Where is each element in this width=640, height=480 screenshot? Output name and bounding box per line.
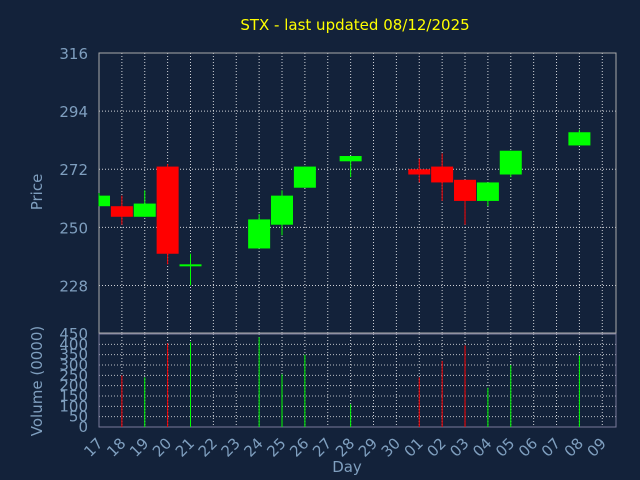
- volume-y-tick-label: 100: [59, 397, 88, 415]
- x-axis-label: Day: [332, 458, 362, 476]
- candle-body: [454, 179, 477, 201]
- volume-y-tick-label: 300: [59, 356, 88, 374]
- candle-body: [110, 206, 133, 217]
- candle-body: [499, 150, 522, 175]
- volume-y-tick-label: 0: [78, 418, 88, 436]
- candle-body: [293, 166, 316, 188]
- candle-body: [339, 156, 362, 162]
- volume-y-tick-label: 250: [59, 366, 88, 384]
- candle-body: [179, 264, 202, 267]
- volume-y-tick-label: 150: [59, 387, 88, 405]
- price-y-tick-label: 272: [59, 161, 88, 179]
- candle-body: [476, 182, 499, 201]
- volume-y-tick-label: 200: [59, 377, 88, 395]
- volume-axis-label: Volume (0000): [28, 326, 46, 436]
- candle-body: [156, 166, 179, 254]
- price-y-axis: 228 250 272 294 316: [59, 45, 88, 295]
- x-axis: 1718192021222324252627282930010203040506…: [80, 434, 610, 460]
- volume-y-tick-label: 50: [69, 408, 88, 426]
- price-y-tick-label: 316: [59, 45, 88, 63]
- candlestick-series: [98, 129, 591, 286]
- volume-series: [121, 337, 580, 427]
- candle-body: [408, 169, 431, 175]
- candle-body: [568, 132, 591, 146]
- chart-title: STX - last updated 08/12/2025: [240, 16, 469, 34]
- volume-y-tick-label: 350: [59, 346, 88, 364]
- volume-y-tick-label: 400: [59, 335, 88, 353]
- volume-y-tick-label: 450: [59, 325, 88, 343]
- price-y-tick-label: 228: [59, 277, 88, 295]
- price-y-tick-label: 250: [59, 219, 88, 237]
- price-y-tick-label: 294: [59, 103, 88, 121]
- candle-body: [248, 219, 271, 249]
- candle-body: [271, 195, 294, 225]
- candle-body: [431, 166, 454, 183]
- candle-body: [133, 203, 156, 217]
- candle-body: [99, 195, 110, 207]
- volume-plot-frame: [98, 333, 617, 428]
- price-axis-label: Price: [28, 174, 46, 211]
